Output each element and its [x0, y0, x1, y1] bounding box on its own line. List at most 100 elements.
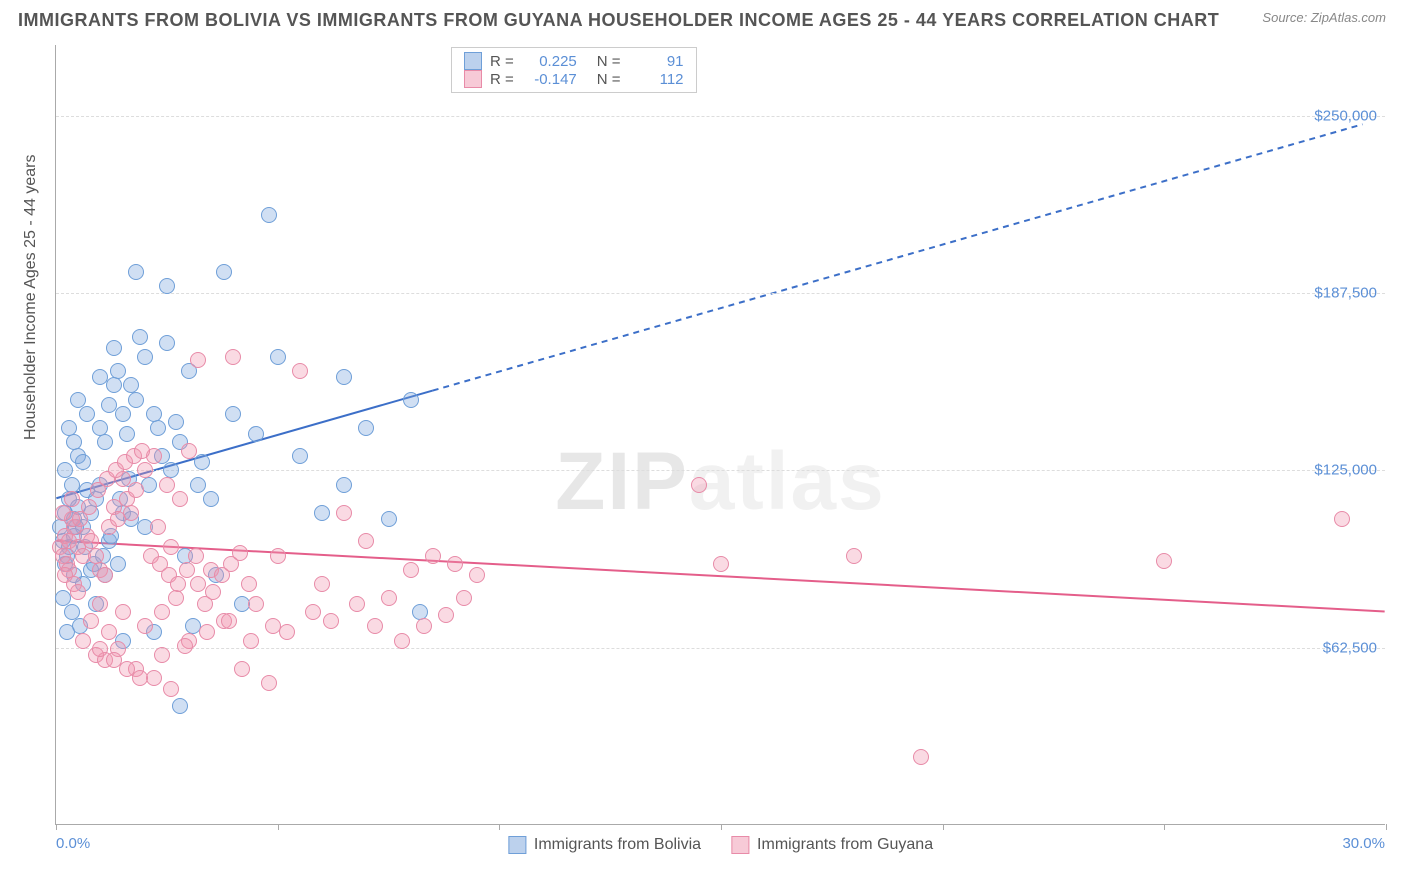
data-point [159, 278, 175, 294]
data-point [75, 633, 91, 649]
source-value: ZipAtlas.com [1311, 10, 1386, 25]
data-point [241, 576, 257, 592]
correlation-legend: R = 0.225 N = 91 R = -0.147 N = 112 [451, 47, 697, 93]
data-point [168, 414, 184, 430]
data-point [57, 462, 73, 478]
series-legend: Immigrants from Bolivia Immigrants from … [508, 836, 933, 854]
data-point [97, 434, 113, 450]
watermark-bold: ZIP [555, 436, 689, 527]
y-tick-label: $187,500 [1314, 285, 1377, 302]
r-value-bolivia: 0.225 [522, 53, 577, 70]
data-point [416, 618, 432, 634]
gridline [56, 293, 1385, 294]
data-point [75, 454, 91, 470]
data-point [846, 548, 862, 564]
data-point [106, 377, 122, 393]
data-point [234, 661, 250, 677]
data-point [270, 548, 286, 564]
x-tick-min: 0.0% [56, 835, 90, 852]
data-point [270, 349, 286, 365]
data-point [154, 604, 170, 620]
data-point [79, 406, 95, 422]
series-name-guyana: Immigrants from Guyana [757, 836, 933, 854]
data-point [119, 426, 135, 442]
data-point [381, 511, 397, 527]
data-point [81, 499, 97, 515]
data-point [691, 477, 707, 493]
y-tick-label: $125,000 [1314, 462, 1377, 479]
data-point [248, 426, 264, 442]
legend-item-bolivia: Immigrants from Bolivia [508, 836, 701, 854]
data-point [243, 633, 259, 649]
data-point [248, 596, 264, 612]
data-point [292, 363, 308, 379]
x-tick-mark [721, 824, 722, 830]
series-name-bolivia: Immigrants from Bolivia [534, 836, 701, 854]
data-point [305, 604, 321, 620]
data-point [190, 576, 206, 592]
data-point [199, 624, 215, 640]
data-point [132, 329, 148, 345]
data-point [438, 607, 454, 623]
data-point [349, 596, 365, 612]
data-point [190, 477, 206, 493]
data-point [159, 335, 175, 351]
data-point [110, 363, 126, 379]
chart-container: IMMIGRANTS FROM BOLIVIA VS IMMIGRANTS FR… [0, 0, 1406, 892]
legend-row-guyana: R = -0.147 N = 112 [464, 70, 684, 88]
data-point [367, 618, 383, 634]
data-point [134, 443, 150, 459]
data-point [115, 604, 131, 620]
data-point [70, 584, 86, 600]
data-point [225, 406, 241, 422]
gridline [56, 470, 1385, 471]
legend-item-guyana: Immigrants from Guyana [731, 836, 933, 854]
data-point [97, 567, 113, 583]
data-point [336, 477, 352, 493]
data-point [66, 434, 82, 450]
data-point [447, 556, 463, 572]
data-point [221, 613, 237, 629]
x-tick-mark [943, 824, 944, 830]
data-point [713, 556, 729, 572]
n-label: N = [597, 71, 621, 88]
data-point [403, 562, 419, 578]
n-label: N = [597, 53, 621, 70]
source-attribution: Source: ZipAtlas.com [1262, 10, 1386, 25]
data-point [225, 349, 241, 365]
data-point [163, 681, 179, 697]
data-point [181, 443, 197, 459]
data-point [336, 505, 352, 521]
data-point [1156, 553, 1172, 569]
data-point [336, 369, 352, 385]
data-point [137, 349, 153, 365]
data-point [101, 624, 117, 640]
data-point [64, 491, 80, 507]
data-point [358, 420, 374, 436]
y-axis-label: Householder Income Ages 25 - 44 years [22, 155, 40, 441]
data-point [261, 207, 277, 223]
data-point [913, 749, 929, 765]
watermark-light: atlas [689, 436, 886, 527]
data-point [170, 576, 186, 592]
data-point [314, 576, 330, 592]
data-point [403, 392, 419, 408]
n-value-guyana: 112 [629, 71, 684, 88]
source-label: Source: [1262, 10, 1307, 25]
data-point [265, 618, 281, 634]
data-point [115, 406, 131, 422]
data-point [261, 675, 277, 691]
data-point [55, 505, 71, 521]
data-point [292, 448, 308, 464]
data-point [358, 533, 374, 549]
data-point [150, 420, 166, 436]
data-point [123, 505, 139, 521]
data-point [168, 590, 184, 606]
data-point [128, 264, 144, 280]
gridline [56, 116, 1385, 117]
data-point [456, 590, 472, 606]
data-point [163, 539, 179, 555]
data-point [172, 698, 188, 714]
data-point [123, 377, 139, 393]
data-point [188, 548, 204, 564]
